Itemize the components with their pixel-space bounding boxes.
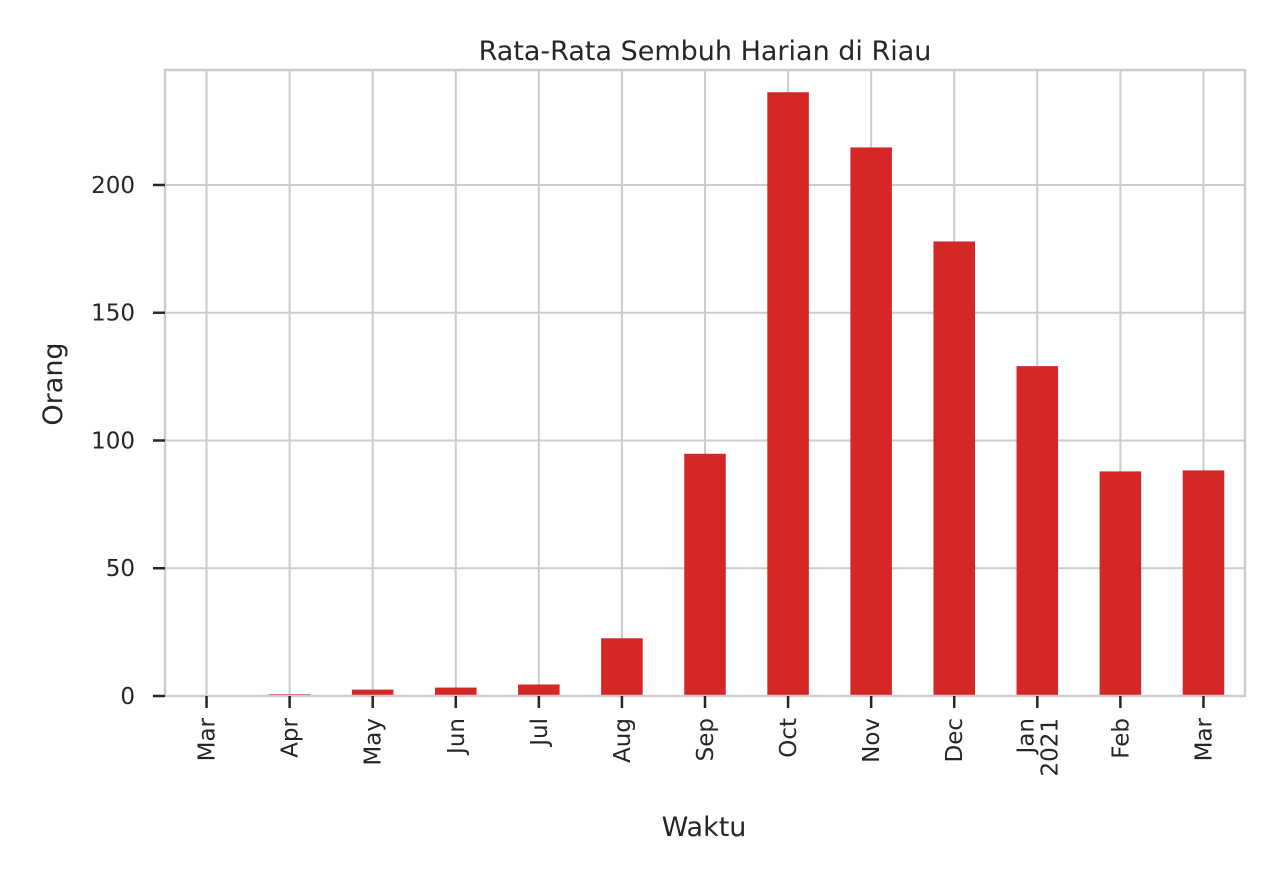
x-tick-label: Nov: [859, 718, 885, 763]
x-tick-label-line: Jul: [527, 718, 553, 748]
x-tick-label: Sep: [693, 718, 719, 761]
bar: [351, 689, 394, 696]
chart-title: Rata-Rata Sembuh Harian di Riau: [479, 36, 932, 67]
x-tick-label: Apr: [278, 717, 304, 757]
bar: [518, 684, 560, 696]
bar: [1182, 470, 1225, 696]
x-tick-label-line: Oct: [776, 718, 802, 758]
x-tick-label-line: Nov: [859, 718, 885, 763]
y-tick-label: 150: [91, 301, 135, 327]
x-tick-label-line: Jun: [444, 718, 470, 756]
x-tick-label-line: Feb: [1108, 718, 1134, 759]
x-tick-label-line: Mar: [1191, 717, 1217, 761]
bar: [1099, 471, 1142, 696]
x-tick-label: Mar: [1191, 717, 1217, 761]
bar: [684, 453, 726, 696]
bar: [1016, 366, 1059, 696]
x-axis-label: Waktu: [662, 812, 747, 843]
x-tick-label-line: Dec: [942, 718, 968, 763]
x-tick-label: Jul: [527, 718, 553, 748]
x-tick-label-line: May: [361, 718, 387, 766]
bar: [850, 147, 892, 697]
x-tick-label: Feb: [1108, 718, 1134, 759]
x-tick-label-line: Jan: [1013, 718, 1039, 755]
y-tick-label: 50: [106, 556, 135, 582]
y-axis-label: Orang: [38, 342, 69, 425]
y-tick-label: 200: [91, 173, 135, 199]
x-tick-label: May: [361, 718, 387, 766]
x-tick-label-line: Mar: [195, 717, 221, 761]
x-tick-label: Aug: [610, 718, 636, 763]
x-tick-label: Oct: [776, 718, 802, 758]
y-tick-label: 0: [120, 684, 135, 710]
bars: [185, 92, 1225, 697]
bar: [601, 638, 643, 696]
y-axis-ticks: 0 50 100 150 200: [91, 173, 165, 710]
bar: [435, 687, 477, 696]
y-tick-label: 100: [91, 428, 135, 454]
x-tick-label-line: Sep: [693, 718, 719, 761]
bar: [933, 241, 975, 697]
x-tick-label-line: Aug: [610, 718, 636, 763]
x-tick-label: Mar: [195, 717, 221, 761]
bar: [767, 92, 809, 697]
x-tick-label-line: Apr: [278, 717, 304, 757]
x-tick-label-line: 2021: [1037, 718, 1063, 777]
x-tick-label: Dec: [942, 718, 968, 763]
x-tick-label: Jun: [444, 718, 470, 756]
